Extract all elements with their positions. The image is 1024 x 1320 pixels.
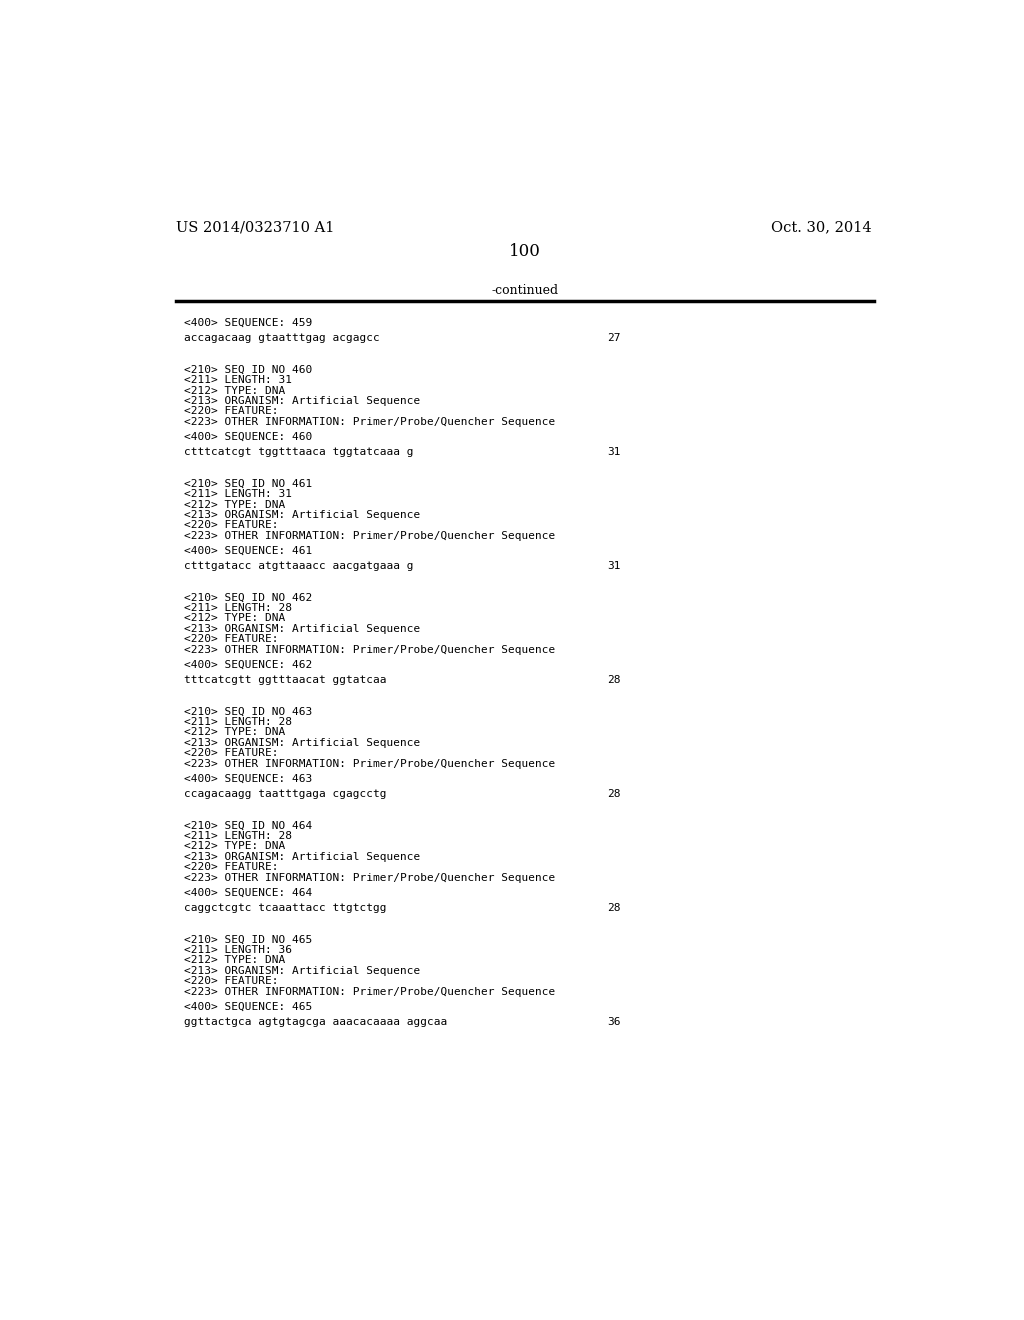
Text: -continued: -continued: [492, 284, 558, 297]
Text: <212> TYPE: DNA: <212> TYPE: DNA: [183, 499, 285, 510]
Text: <211> LENGTH: 31: <211> LENGTH: 31: [183, 490, 292, 499]
Text: <220> FEATURE:: <220> FEATURE:: [183, 748, 279, 758]
Text: ccagacaagg taatttgaga cgagcctg: ccagacaagg taatttgaga cgagcctg: [183, 788, 386, 799]
Text: <212> TYPE: DNA: <212> TYPE: DNA: [183, 956, 285, 965]
Text: <210> SEQ ID NO 461: <210> SEQ ID NO 461: [183, 479, 312, 488]
Text: <213> ORGANISM: Artificial Sequence: <213> ORGANISM: Artificial Sequence: [183, 851, 420, 862]
Text: <400> SEQUENCE: 462: <400> SEQUENCE: 462: [183, 660, 312, 669]
Text: ggttactgca agtgtagcga aaacacaaaa aggcaa: ggttactgca agtgtagcga aaacacaaaa aggcaa: [183, 1016, 447, 1027]
Text: US 2014/0323710 A1: US 2014/0323710 A1: [176, 220, 335, 234]
Text: <211> LENGTH: 28: <211> LENGTH: 28: [183, 832, 292, 841]
Text: <213> ORGANISM: Artificial Sequence: <213> ORGANISM: Artificial Sequence: [183, 624, 420, 634]
Text: <223> OTHER INFORMATION: Primer/Probe/Quencher Sequence: <223> OTHER INFORMATION: Primer/Probe/Qu…: [183, 644, 555, 655]
Text: <213> ORGANISM: Artificial Sequence: <213> ORGANISM: Artificial Sequence: [183, 738, 420, 748]
Text: 31: 31: [607, 561, 621, 570]
Text: <220> FEATURE:: <220> FEATURE:: [183, 520, 279, 531]
Text: <210> SEQ ID NO 462: <210> SEQ ID NO 462: [183, 593, 312, 603]
Text: <220> FEATURE:: <220> FEATURE:: [183, 862, 279, 873]
Text: 28: 28: [607, 675, 621, 685]
Text: <213> ORGANISM: Artificial Sequence: <213> ORGANISM: Artificial Sequence: [183, 396, 420, 407]
Text: 100: 100: [509, 243, 541, 260]
Text: <223> OTHER INFORMATION: Primer/Probe/Quencher Sequence: <223> OTHER INFORMATION: Primer/Probe/Qu…: [183, 759, 555, 768]
Text: <223> OTHER INFORMATION: Primer/Probe/Quencher Sequence: <223> OTHER INFORMATION: Primer/Probe/Qu…: [183, 417, 555, 426]
Text: <210> SEQ ID NO 460: <210> SEQ ID NO 460: [183, 364, 312, 375]
Text: <212> TYPE: DNA: <212> TYPE: DNA: [183, 841, 285, 851]
Text: <211> LENGTH: 31: <211> LENGTH: 31: [183, 375, 292, 385]
Text: <211> LENGTH: 28: <211> LENGTH: 28: [183, 603, 292, 612]
Text: <210> SEQ ID NO 465: <210> SEQ ID NO 465: [183, 935, 312, 945]
Text: <212> TYPE: DNA: <212> TYPE: DNA: [183, 727, 285, 738]
Text: <400> SEQUENCE: 464: <400> SEQUENCE: 464: [183, 887, 312, 898]
Text: <220> FEATURE:: <220> FEATURE:: [183, 407, 279, 416]
Text: <400> SEQUENCE: 459: <400> SEQUENCE: 459: [183, 318, 312, 327]
Text: <400> SEQUENCE: 460: <400> SEQUENCE: 460: [183, 432, 312, 442]
Text: <220> FEATURE:: <220> FEATURE:: [183, 635, 279, 644]
Text: <400> SEQUENCE: 465: <400> SEQUENCE: 465: [183, 1002, 312, 1011]
Text: <210> SEQ ID NO 463: <210> SEQ ID NO 463: [183, 706, 312, 717]
Text: <212> TYPE: DNA: <212> TYPE: DNA: [183, 385, 285, 396]
Text: <213> ORGANISM: Artificial Sequence: <213> ORGANISM: Artificial Sequence: [183, 510, 420, 520]
Text: <400> SEQUENCE: 461: <400> SEQUENCE: 461: [183, 545, 312, 556]
Text: <211> LENGTH: 28: <211> LENGTH: 28: [183, 717, 292, 727]
Text: ctttgatacc atgttaaacc aacgatgaaa g: ctttgatacc atgttaaacc aacgatgaaa g: [183, 561, 414, 570]
Text: <220> FEATURE:: <220> FEATURE:: [183, 977, 279, 986]
Text: <400> SEQUENCE: 463: <400> SEQUENCE: 463: [183, 774, 312, 784]
Text: 27: 27: [607, 333, 621, 343]
Text: caggctcgtc tcaaattacc ttgtctgg: caggctcgtc tcaaattacc ttgtctgg: [183, 903, 386, 912]
Text: <223> OTHER INFORMATION: Primer/Probe/Quencher Sequence: <223> OTHER INFORMATION: Primer/Probe/Qu…: [183, 531, 555, 541]
Text: <210> SEQ ID NO 464: <210> SEQ ID NO 464: [183, 821, 312, 830]
Text: 28: 28: [607, 788, 621, 799]
Text: 31: 31: [607, 446, 621, 457]
Text: tttcatcgtt ggtttaacat ggtatcaa: tttcatcgtt ggtttaacat ggtatcaa: [183, 675, 386, 685]
Text: <223> OTHER INFORMATION: Primer/Probe/Quencher Sequence: <223> OTHER INFORMATION: Primer/Probe/Qu…: [183, 986, 555, 997]
Text: 36: 36: [607, 1016, 621, 1027]
Text: ctttcatcgt tggtttaaca tggtatcaaa g: ctttcatcgt tggtttaaca tggtatcaaa g: [183, 446, 414, 457]
Text: accagacaag gtaatttgag acgagcc: accagacaag gtaatttgag acgagcc: [183, 333, 380, 343]
Text: <212> TYPE: DNA: <212> TYPE: DNA: [183, 614, 285, 623]
Text: <223> OTHER INFORMATION: Primer/Probe/Quencher Sequence: <223> OTHER INFORMATION: Primer/Probe/Qu…: [183, 873, 555, 883]
Text: <211> LENGTH: 36: <211> LENGTH: 36: [183, 945, 292, 954]
Text: 28: 28: [607, 903, 621, 912]
Text: Oct. 30, 2014: Oct. 30, 2014: [771, 220, 872, 234]
Text: <213> ORGANISM: Artificial Sequence: <213> ORGANISM: Artificial Sequence: [183, 966, 420, 975]
